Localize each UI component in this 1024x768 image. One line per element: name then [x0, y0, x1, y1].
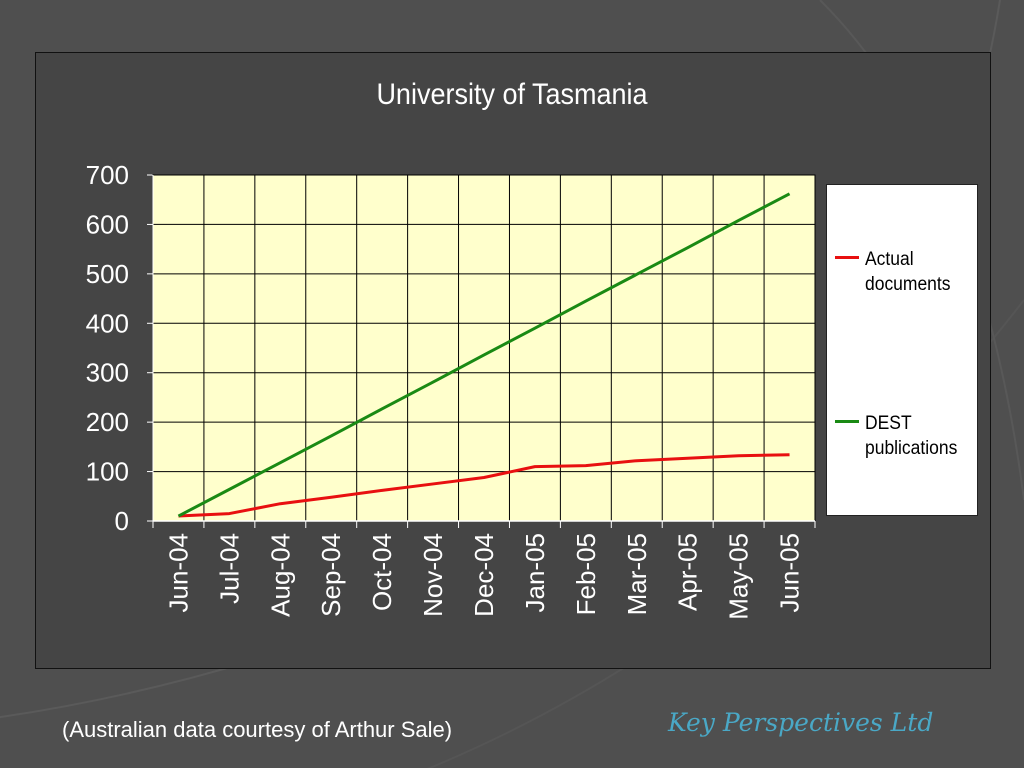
x-tick-label: Dec-04: [469, 533, 499, 617]
x-tick-label: Feb-05: [571, 533, 601, 615]
series-line-actual-documents: [178, 453, 790, 518]
x-tick-label: Oct-04: [367, 533, 397, 611]
y-tick-label: 500: [86, 259, 129, 289]
data-credit-caption: (Australian data courtesy of Arthur Sale…: [62, 717, 453, 742]
y-tick-label: 0: [115, 506, 129, 536]
plot-area: [153, 175, 815, 521]
x-tick-label: Jan-05: [520, 533, 550, 613]
legend-swatch-dest: [835, 420, 859, 423]
y-tick-label: 300: [86, 358, 129, 388]
y-tick-label: 700: [86, 160, 129, 190]
chart-legend: Actual documents DEST publications: [826, 184, 978, 516]
y-tick-label: 400: [86, 308, 129, 338]
legend-label-actual: Actual documents: [865, 249, 951, 295]
y-tick-label: 600: [86, 209, 129, 239]
x-tick-label: Jul-04: [214, 533, 244, 604]
x-tick-label: Jun-05: [775, 533, 805, 613]
legend-item-dest: DEST publications: [835, 411, 975, 461]
y-tick-label: 100: [86, 457, 129, 487]
x-tick-label: Sep-04: [316, 533, 346, 617]
legend-label-dest: DEST publications: [865, 413, 958, 459]
y-tick-label: 200: [86, 407, 129, 437]
x-tick-label: Mar-05: [622, 533, 652, 615]
x-tick-label: Aug-04: [265, 533, 295, 617]
legend-swatch-actual: [835, 256, 859, 259]
chart-title: University of Tasmania: [376, 78, 648, 111]
x-tick-label: May-05: [724, 533, 754, 620]
x-tick-label: Apr-05: [673, 533, 703, 611]
brand-logo-text: Key Perspectives Ltd: [668, 708, 934, 737]
series-line-dest-publications: [177, 192, 791, 518]
x-tick-label: Jun-04: [163, 533, 193, 613]
x-tick-label: Nov-04: [418, 533, 448, 617]
legend-item-actual: Actual documents: [835, 247, 975, 297]
